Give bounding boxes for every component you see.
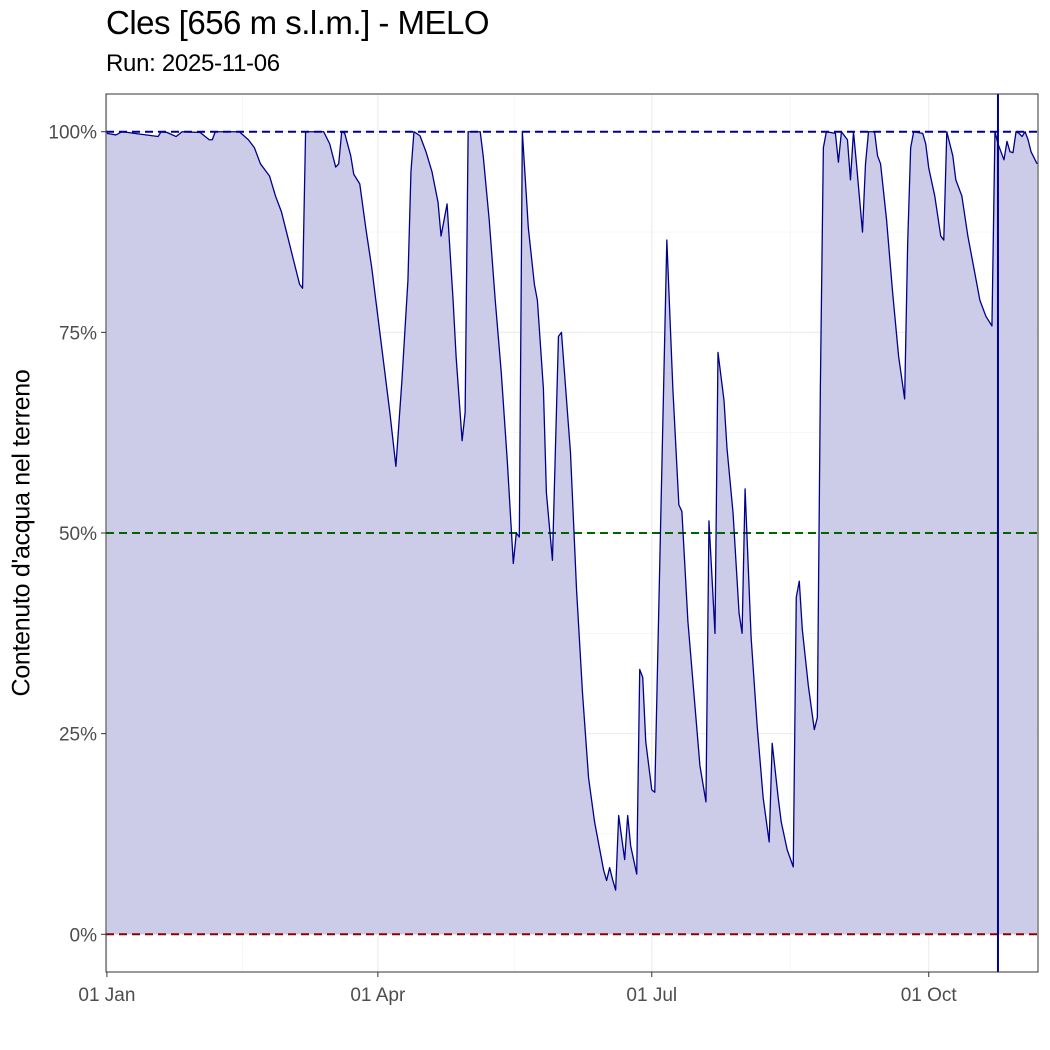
y-tick-label: 25% (59, 725, 97, 746)
x-tick-label: 01 Apr (350, 985, 406, 1006)
axis-ticks: 01 Jan 01 Apr 01 Jul 01 Oct 0% 25% 50% 75% 100% (48, 123, 957, 1006)
x-tick-label: 01 Oct (901, 985, 958, 1006)
y-tick-label: 75% (59, 323, 97, 344)
x-tick-label: 01 Jul (626, 985, 677, 1006)
y-tick-label: 100% (48, 123, 97, 144)
moisture-line (106, 131, 1038, 891)
y-tick-label: 0% (70, 925, 98, 946)
chart-title: Cles [656 m s.l.m.] - MELO (106, 4, 490, 41)
y-tick-label: 50% (59, 524, 97, 545)
x-tick-label: 01 Jan (78, 985, 135, 1006)
moisture-area (106, 131, 1038, 935)
chart-subtitle: Run: 2025-11-06 (106, 50, 280, 77)
